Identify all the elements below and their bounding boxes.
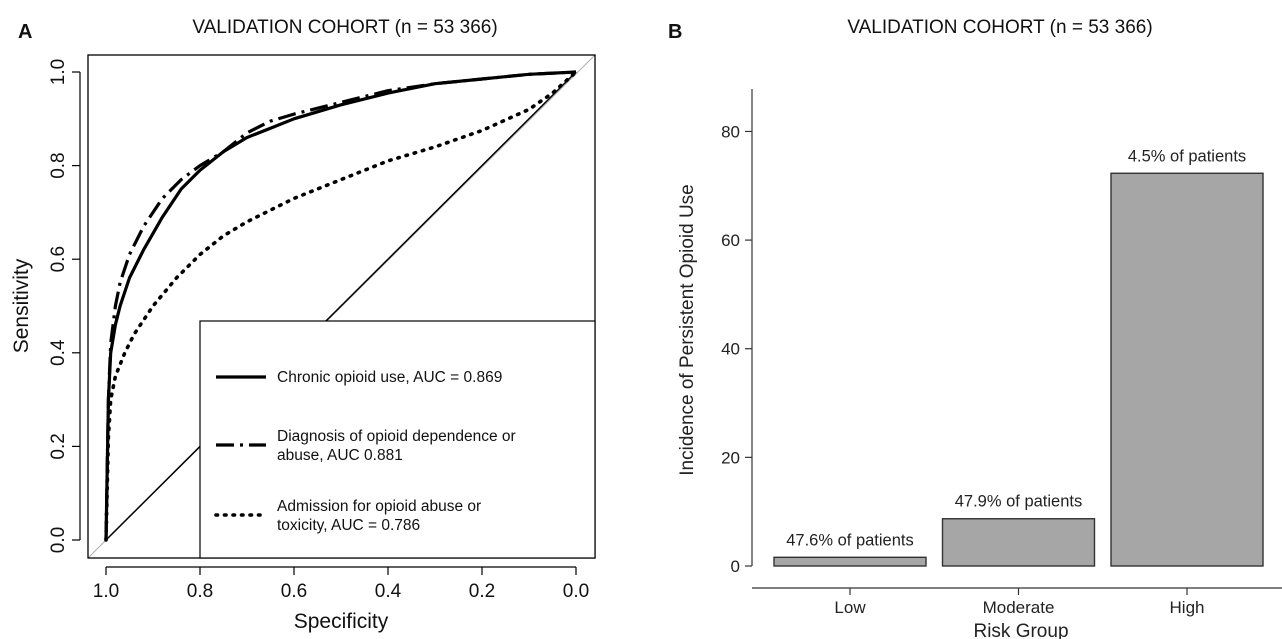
panel-a-letter: A	[18, 21, 32, 43]
roc-series	[104, 70, 578, 542]
bar-data-label: 47.9% of patients	[955, 493, 1083, 511]
roc-x-tick-label: 0.6	[281, 581, 307, 602]
bar-low	[773, 556, 927, 567]
bar-moderate	[941, 518, 1096, 567]
roc-y-tick-label: 0.8	[48, 152, 69, 178]
roc-x-axis-label: Specificity	[294, 610, 389, 633]
bar-y-axis-label: Incidence of Persistent Opioid Use	[677, 184, 698, 476]
roc-x-tick-label: 0.0	[563, 581, 589, 602]
roc-legend-label: Diagnosis of opioid dependence or abuse, …	[277, 428, 516, 464]
bar-axes: 0 20 40 60 80	[721, 89, 1282, 589]
bar-y-tick-label: 20	[721, 448, 740, 467]
bar-data-label: 4.5% of patients	[1128, 147, 1246, 165]
bar-marks: 47.6% of patients Low 47.9% of patients Mod…	[773, 147, 1264, 617]
roc-series-solid-line	[104, 70, 577, 541]
roc-legend-label: Chronic opioid use, AUC = 0.869	[277, 369, 502, 386]
roc-y-tick-label: 1.0	[48, 59, 69, 85]
panel-b: B VALIDATION COHORT (n = 53 366) 0 20 40 60…	[668, 17, 1282, 639]
roc-legend: Chronic opioid use, AUC = 0.869 Diagnosis…	[199, 320, 596, 559]
roc-chance-line	[105, 71, 577, 541]
bar-y-tick-label: 0	[731, 557, 740, 576]
bar-high	[1110, 172, 1264, 567]
bar-y-tick-label: 80	[721, 122, 740, 141]
roc-x-tick-label: 0.4	[375, 581, 402, 602]
roc-reference-lines	[87, 54, 596, 559]
bar-category-label: Moderate	[983, 598, 1055, 617]
roc-y-tick-label: 0.0	[48, 527, 69, 553]
panel-a: A VALIDATION COHORT (n = 53 366) 1.0 0.8 0…	[10, 17, 596, 633]
roc-axes: 1.0 0.8 0.6 0.4 0.2 0.0 0.0 0.2 0.4 0.6 0.8 1.0	[48, 59, 589, 602]
panel-b-letter: B	[668, 21, 682, 43]
roc-series-dotted-line	[104, 70, 578, 542]
roc-y-tick-label: 0.4	[48, 339, 69, 366]
panel-b-title: VALIDATION COHORT (n = 53 366)	[847, 17, 1152, 38]
bar-x-axis-label: Risk Group	[973, 621, 1068, 639]
roc-y-tick-label: 0.2	[48, 433, 69, 459]
roc-legend-label: Admission for opioid abuse or toxicity, A…	[277, 498, 481, 534]
roc-x-tick-label: 0.2	[469, 581, 495, 602]
bar-data-label: 47.6% of patients	[786, 531, 914, 549]
roc-y-tick-label: 0.6	[48, 246, 69, 272]
roc-y-axis-label: Sensitivity	[10, 258, 33, 353]
bar-category-label: Low	[834, 598, 866, 617]
bar-category-label: High	[1170, 598, 1205, 617]
roc-x-tick-label: 1.0	[93, 581, 119, 602]
roc-legend-box	[199, 320, 596, 559]
bar-y-tick-label: 60	[721, 231, 740, 250]
roc-series-dashed-line	[104, 70, 577, 541]
bar-y-tick-label: 40	[721, 340, 740, 359]
panel-a-title: VALIDATION COHORT (n = 53 366)	[192, 17, 497, 38]
roc-x-tick-label: 0.8	[187, 581, 213, 602]
